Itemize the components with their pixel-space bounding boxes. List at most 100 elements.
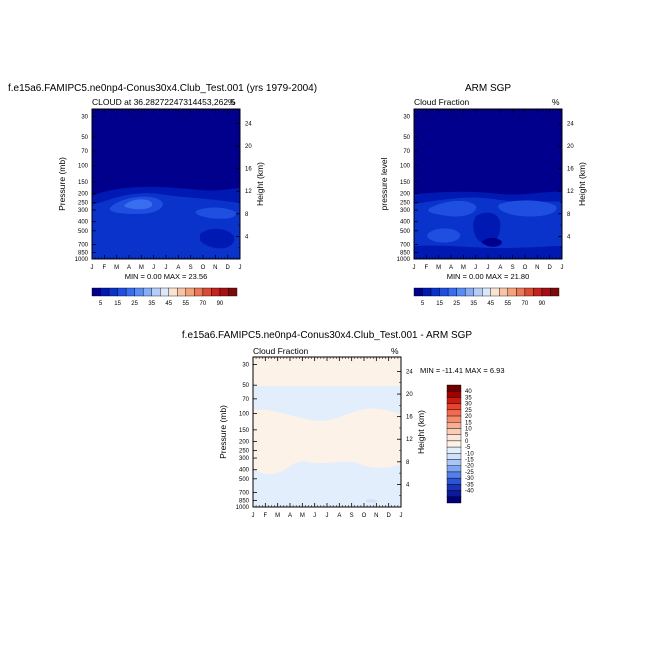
colorbar-swatch: [499, 287, 509, 297]
y2-tick-label: 24: [567, 121, 574, 127]
colorbar-label: 45: [165, 301, 172, 307]
x-tick-label: N: [535, 265, 539, 271]
y-tick-label: 400: [78, 220, 89, 226]
colorbar-label: -40: [465, 489, 474, 495]
x-tick-label: J: [239, 265, 242, 271]
y2-tick-label: 12: [245, 189, 252, 195]
y-tick-label: 100: [239, 411, 250, 417]
panel-obs-ylabel-right: Height (km): [577, 162, 587, 206]
x-tick-label: S: [189, 265, 193, 271]
x-tick-label: N: [213, 265, 217, 271]
panel-diff-subtitle: Cloud Fraction: [253, 346, 309, 356]
panel-model: f.e15a6.FAMIPC5.ne0np4-Conus30x4.Club_Te…: [8, 83, 317, 307]
colorbar-swatch: [422, 287, 432, 297]
panel-obs-subtitle: Cloud Fraction: [414, 97, 470, 107]
y-tick-label: 400: [239, 468, 250, 474]
x-tick-label: J: [252, 513, 255, 519]
panel-diff-minmax: MIN = -11.41 MAX = 6.93: [420, 366, 505, 375]
colorbar-swatch: [142, 287, 152, 297]
colorbar-label: 25: [465, 408, 472, 414]
y2-tick-label: 8: [406, 460, 410, 466]
colorbar-swatch: [202, 287, 212, 297]
x-tick-label: O: [362, 513, 367, 519]
x-tick-label: S: [511, 265, 515, 271]
x-tick-label: J: [487, 265, 490, 271]
y2-tick-label: 24: [406, 369, 413, 375]
y-tick-label: 50: [403, 135, 410, 141]
colorbar-swatch: [446, 490, 462, 497]
y2-tick-label: 16: [406, 415, 413, 421]
x-tick-label: M: [139, 265, 144, 271]
colorbar-label: 70: [522, 301, 529, 307]
contour-level-4: [498, 200, 557, 217]
x-tick-label: S: [350, 513, 354, 519]
contour-level-5: [195, 207, 237, 219]
colorbar-label: 35: [470, 301, 477, 307]
panel-model-contours: [92, 109, 240, 259]
panel-diff: f.e15a6.FAMIPC5.ne0np4-Conus30x4.Club_Te…: [182, 330, 505, 519]
y-tick-label: 200: [239, 440, 250, 446]
colorbar-swatch: [439, 287, 449, 297]
colorbar-swatch: [134, 287, 144, 297]
colorbar-swatch: [456, 287, 466, 297]
y-tick-label: 50: [81, 135, 88, 141]
y-tick-label: 850: [239, 498, 250, 504]
colorbar-label: 25: [453, 301, 460, 307]
x-tick-label: O: [523, 265, 528, 271]
x-tick-label: J: [413, 265, 416, 271]
colorbar-label: -25: [465, 470, 474, 476]
y-tick-label: 250: [239, 449, 250, 455]
y-tick-label: 300: [239, 456, 250, 462]
contour-level-6: [198, 228, 235, 249]
y-tick-label: 1000: [75, 257, 89, 263]
colorbar-swatch: [446, 465, 462, 473]
y2-tick-label: 8: [245, 212, 249, 218]
contour-neg-patch-2: [366, 499, 378, 503]
y-tick-label: 850: [78, 250, 89, 256]
x-tick-label: M: [436, 265, 441, 271]
colorbar-label: 15: [436, 301, 443, 307]
colorbar-swatch: [91, 287, 101, 297]
y-tick-label: 200: [78, 192, 89, 198]
x-tick-label: D: [547, 265, 552, 271]
x-tick-label: M: [114, 265, 119, 271]
panel-diff-unit: %: [391, 346, 399, 356]
colorbar-swatch: [446, 397, 462, 404]
panel-model-colorbar: 5 15 25 35 45 55 70 90: [91, 287, 238, 307]
colorbar-label: 20: [465, 414, 472, 420]
panel-obs-contours: [414, 109, 562, 259]
x-tick-label: A: [288, 513, 292, 519]
panel-diff-contours: [253, 357, 401, 507]
y-tick-label: 300: [78, 208, 89, 214]
y-tick-label: 100: [400, 163, 411, 169]
colorbar-swatch: [446, 409, 462, 417]
panel-obs-colorbar: 5 15 25 35 45 55 70 90: [413, 287, 560, 307]
panel-model-minmax: MIN = 0.00 MAX = 23.56: [125, 272, 208, 281]
colorbar-swatch: [194, 287, 204, 297]
y2-tick-label: 20: [567, 144, 574, 150]
x-tick-label: M: [300, 513, 305, 519]
colorbar-swatch: [446, 477, 462, 485]
contour-level-7: [481, 237, 502, 247]
y-tick-label: 30: [81, 114, 88, 120]
y-tick-label: 250: [78, 201, 89, 207]
colorbar-label: 25: [131, 301, 138, 307]
colorbar-swatch: [482, 287, 491, 297]
y-tick-label: 700: [400, 242, 411, 248]
y-tick-label: 100: [78, 163, 89, 169]
colorbar-label: 15: [465, 420, 472, 426]
colorbar-swatch: [446, 422, 462, 429]
x-tick-label: F: [424, 265, 428, 271]
y2-tick-label: 16: [567, 167, 574, 173]
colorbar-swatch: [533, 287, 543, 297]
x-tick-label: J: [326, 513, 329, 519]
y-tick-label: 150: [78, 180, 89, 186]
contour-level-6: [427, 228, 461, 243]
contour-pos-region: [253, 408, 401, 475]
colorbar-swatch: [413, 287, 423, 297]
y2-tick-label: 8: [567, 212, 571, 218]
x-tick-label: F: [102, 265, 106, 271]
colorbar-label: 10: [465, 426, 472, 432]
